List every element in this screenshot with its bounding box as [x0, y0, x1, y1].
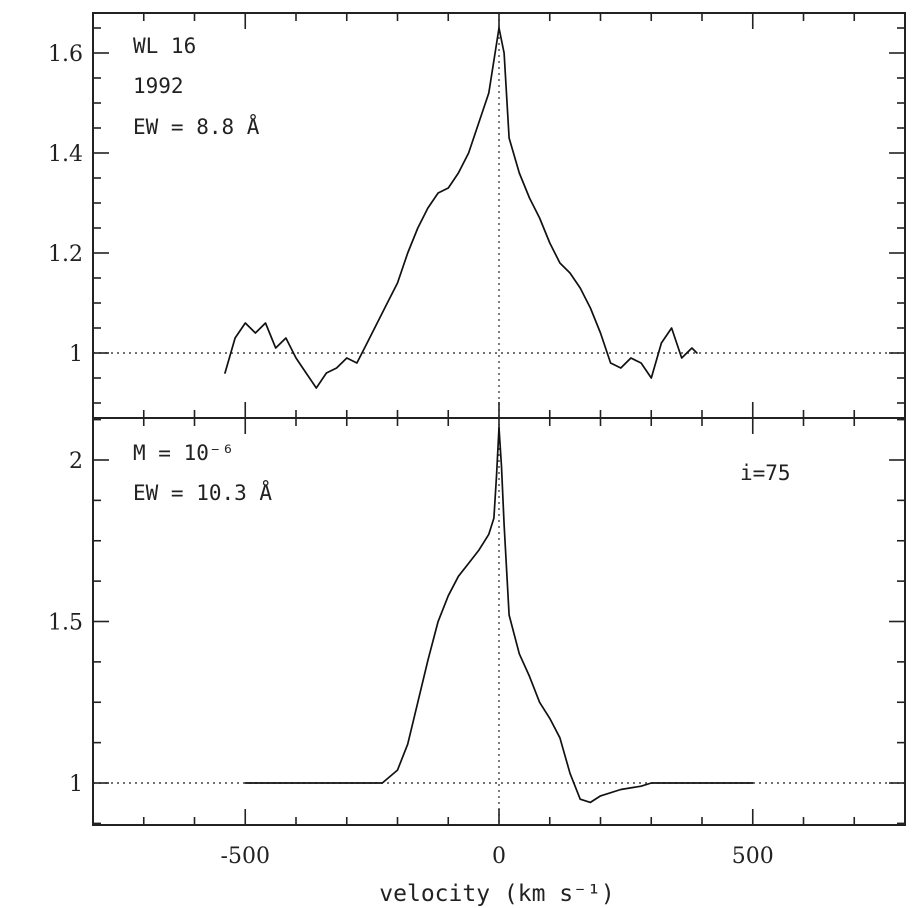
bottom-x-tick-label: 0	[492, 844, 506, 869]
bottom-y-tick-label: 1.5	[48, 611, 83, 636]
bottom-panel: 1 1.5 2 -500 0 500	[48, 417, 906, 869]
annotation-inclination: i=75	[740, 461, 791, 485]
annotation-equivalent-width-observed: EW = 8.8 Å	[133, 113, 260, 139]
annotation-year: 1992	[133, 74, 184, 98]
top-y-tick-label: 1.2	[48, 242, 83, 267]
annotation-mass-loss-rate: M = 10⁻⁶	[133, 441, 234, 465]
annotation-object-name: WL 16	[133, 34, 196, 58]
bottom-y-tick-label: 2	[69, 449, 83, 474]
annotation-equivalent-width-model: EW = 10.3 Å	[133, 479, 272, 505]
top-y-tick-label: 1	[69, 342, 83, 367]
x-axis-label: velocity (km s⁻¹)	[379, 881, 614, 907]
top-profile-line	[224, 27, 698, 389]
top-y-tick-label: 1.6	[48, 42, 83, 67]
bottom-y-tick-label: 1	[69, 772, 83, 797]
top-y-tick-label: 1.4	[48, 142, 83, 167]
bottom-profile-line	[244, 426, 754, 804]
bottom-x-tick-label: -500	[221, 844, 270, 869]
bottom-x-tick-label: 500	[732, 844, 774, 869]
